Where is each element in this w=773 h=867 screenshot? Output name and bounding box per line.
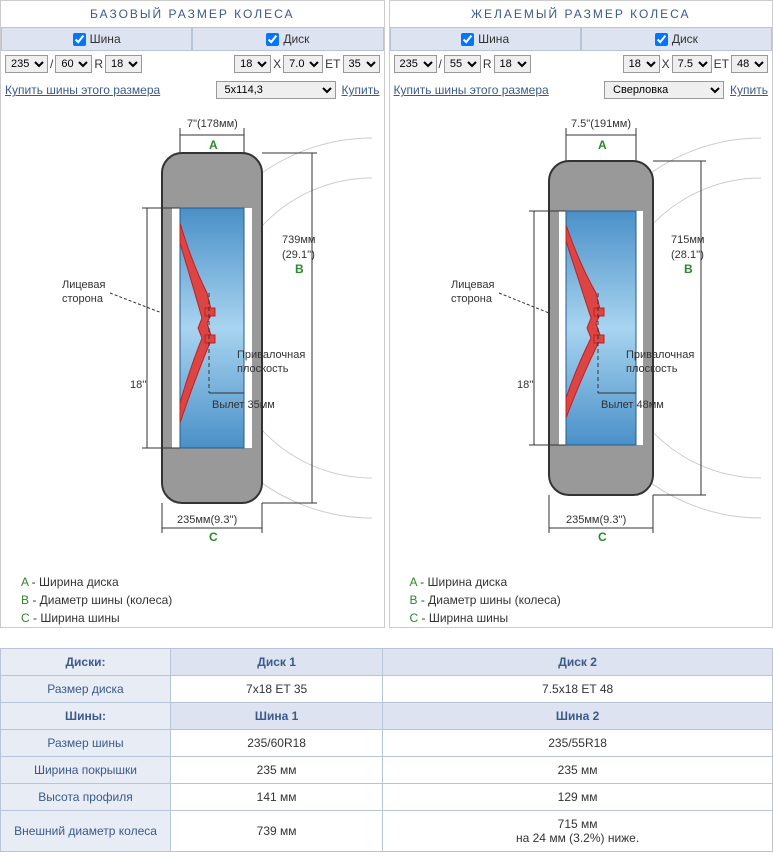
desired-title: ЖЕЛАЕМЫЙ РАЗМЕР КОЛЕСА bbox=[390, 1, 773, 27]
desired-link-row: Купить шины этого размера Сверловка Купи… bbox=[390, 77, 773, 103]
base-bolt-select[interactable]: 5x114,3 bbox=[216, 81, 336, 99]
profile-height-label: Высота профиля bbox=[1, 784, 171, 811]
desired-tire-width-select[interactable]: 235 bbox=[394, 55, 437, 73]
tire2-header: Шина 2 bbox=[383, 703, 773, 730]
tire-size-2: 235/55R18 bbox=[383, 730, 773, 757]
svg-text:715мм: 715мм bbox=[671, 234, 704, 246]
base-tire-label: Шина bbox=[90, 32, 121, 46]
disc2-header: Диск 2 bbox=[383, 649, 773, 676]
svg-text:235мм(9.3''): 235мм(9.3'') bbox=[177, 514, 237, 526]
disc-size-label: Размер диска bbox=[1, 676, 171, 703]
svg-text:A: A bbox=[598, 138, 607, 152]
svg-text:Вылет 48мм: Вылет 48мм bbox=[601, 399, 664, 411]
outer-diameter-1: 739 мм bbox=[171, 811, 383, 852]
tread-width-label: Ширина покрышки bbox=[1, 757, 171, 784]
base-wheel-column: БАЗОВЫЙ РАЗМЕР КОЛЕСА Шина Диск 235 / 60… bbox=[0, 0, 385, 628]
desired-disc-offset-select[interactable]: 48 bbox=[731, 55, 768, 73]
base-disc-checkbox[interactable] bbox=[266, 33, 279, 46]
svg-text:плоскость: плоскость bbox=[626, 363, 678, 375]
desired-disc-diameter-select[interactable]: 18 bbox=[623, 55, 660, 73]
svg-text:B: B bbox=[295, 262, 304, 276]
base-disc-label: Диск bbox=[283, 32, 309, 46]
svg-text:A: A bbox=[209, 138, 218, 152]
desired-tire-profile-select[interactable]: 55 bbox=[444, 55, 481, 73]
desired-bolt-select[interactable]: Сверловка bbox=[604, 81, 724, 99]
base-tire-diameter-select[interactable]: 18 bbox=[105, 55, 142, 73]
base-legend: A - Ширина диска B - Диаметр шины (колес… bbox=[1, 573, 384, 627]
base-disc-width-select[interactable]: 7.0 bbox=[283, 55, 323, 73]
desired-tire-diameter-select[interactable]: 18 bbox=[494, 55, 531, 73]
disc1-header: Диск 1 bbox=[171, 649, 383, 676]
tire-size-label: Размер шины bbox=[1, 730, 171, 757]
base-disc-offset-select[interactable]: 35 bbox=[343, 55, 380, 73]
disc-size-2: 7.5x18 ET 48 bbox=[383, 676, 773, 703]
svg-text:B: B bbox=[684, 262, 693, 276]
disc-size-1: 7x18 ET 35 bbox=[171, 676, 383, 703]
desired-checkbox-row: Шина Диск bbox=[390, 27, 773, 51]
desired-wheel-column: ЖЕЛАЕМЫЙ РАЗМЕР КОЛЕСА Шина Диск 235 / 5… bbox=[389, 0, 773, 628]
base-tire-checkbox[interactable] bbox=[73, 33, 86, 46]
base-selects-row: 235 / 60 R 18 18 X 7.0 ET 35 bbox=[1, 51, 384, 77]
desired-disc-label: Диск bbox=[672, 32, 698, 46]
svg-text:C: C bbox=[598, 530, 607, 543]
outer-diameter-label: Внешний диаметр колеса bbox=[1, 811, 171, 852]
outer-diameter-2: 715 ммна 24 мм (3.2%) ниже. bbox=[383, 811, 773, 852]
svg-text:плоскость: плоскость bbox=[237, 363, 289, 375]
svg-text:Привалочная: Привалочная bbox=[237, 349, 305, 361]
tire1-header: Шина 1 bbox=[171, 703, 383, 730]
desired-selects-row: 235 / 55 R 18 18 X 7.5 ET 48 bbox=[390, 51, 773, 77]
svg-text:(29.1''): (29.1'') bbox=[282, 249, 315, 261]
svg-text:235мм(9.3''): 235мм(9.3'') bbox=[566, 514, 626, 526]
svg-text:739мм: 739мм bbox=[282, 234, 315, 246]
desired-tire-checkbox[interactable] bbox=[461, 33, 474, 46]
base-buy-tires-link[interactable]: Купить шины этого размера bbox=[5, 83, 160, 97]
desired-buy-link[interactable]: Купить bbox=[730, 83, 768, 97]
base-title: БАЗОВЫЙ РАЗМЕР КОЛЕСА bbox=[1, 1, 384, 27]
comparison-table: Диски:Диск 1Диск 2 Размер диска7x18 ET 3… bbox=[0, 648, 773, 852]
tire-size-1: 235/60R18 bbox=[171, 730, 383, 757]
desired-legend: A - Ширина диска B - Диаметр шины (колес… bbox=[390, 573, 773, 627]
base-tire-width-select[interactable]: 235 bbox=[5, 55, 48, 73]
tread-width-2: 235 мм bbox=[383, 757, 773, 784]
desired-disc-width-select[interactable]: 7.5 bbox=[672, 55, 712, 73]
desired-diagram: 7.5"(191мм) A 715мм (28.1'') B Лицевая с… bbox=[390, 103, 773, 573]
svg-text:7"(178мм): 7"(178мм) bbox=[187, 118, 238, 130]
base-buy-link[interactable]: Купить bbox=[342, 83, 380, 97]
profile-height-2: 129 мм bbox=[383, 784, 773, 811]
discs-header: Диски: bbox=[1, 649, 171, 676]
desired-tire-label: Шина bbox=[478, 32, 509, 46]
svg-text:(28.1''): (28.1'') bbox=[671, 249, 704, 261]
desired-buy-tires-link[interactable]: Купить шины этого размера bbox=[394, 83, 549, 97]
svg-text:18'': 18'' bbox=[517, 379, 533, 391]
svg-text:сторона: сторона bbox=[451, 293, 493, 305]
base-diagram: 7"(178мм) A 739мм (29.1'') B Лицевая сто… bbox=[1, 103, 384, 573]
svg-text:Лицевая: Лицевая bbox=[62, 279, 105, 291]
profile-height-1: 141 мм bbox=[171, 784, 383, 811]
tread-width-1: 235 мм bbox=[171, 757, 383, 784]
svg-text:Вылет 35мм: Вылет 35мм bbox=[212, 399, 275, 411]
base-link-row: Купить шины этого размера 5x114,3 Купить bbox=[1, 77, 384, 103]
desired-disc-checkbox[interactable] bbox=[655, 33, 668, 46]
base-checkbox-row: Шина Диск bbox=[1, 27, 384, 51]
svg-text:C: C bbox=[209, 530, 218, 543]
base-disc-diameter-select[interactable]: 18 bbox=[234, 55, 271, 73]
svg-text:7.5"(191мм): 7.5"(191мм) bbox=[571, 118, 631, 130]
tires-header: Шины: bbox=[1, 703, 171, 730]
svg-text:Привалочная: Привалочная bbox=[626, 349, 694, 361]
svg-text:Лицевая: Лицевая bbox=[451, 279, 494, 291]
svg-text:сторона: сторона bbox=[62, 293, 104, 305]
base-tire-profile-select[interactable]: 60 bbox=[55, 55, 92, 73]
svg-text:18'': 18'' bbox=[130, 379, 146, 391]
